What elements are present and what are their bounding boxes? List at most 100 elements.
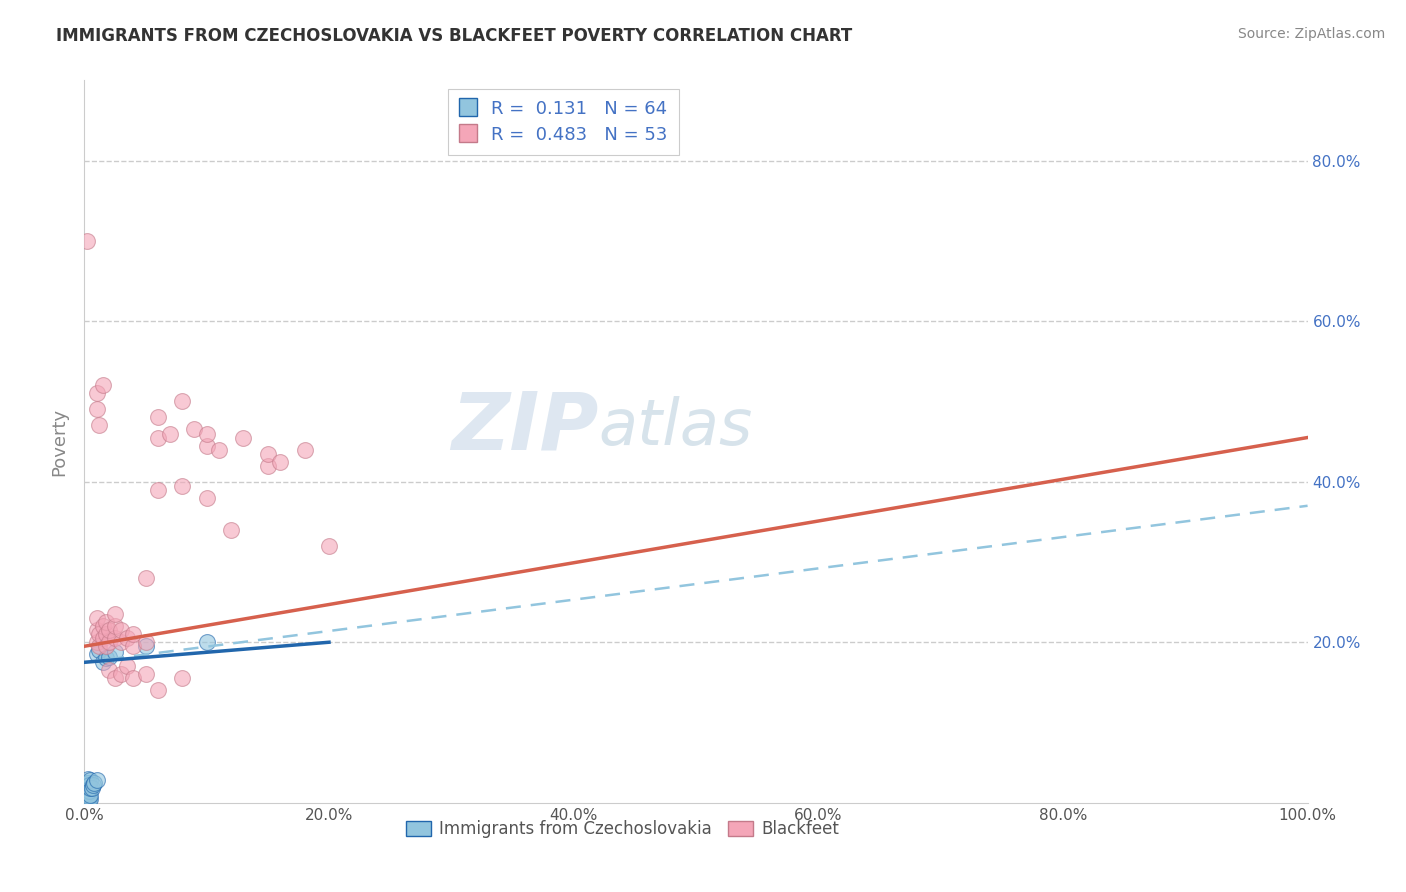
Point (208, 442, 231, 457)
Point (75, 793, 97, 807)
Point (97, 664, 120, 678)
Point (122, 639, 145, 653)
Point (294, 442, 316, 457)
Point (77, 789, 100, 804)
Point (76, 795, 98, 809)
Point (77, 778, 100, 792)
Point (76, 792, 98, 806)
Point (75, 796, 97, 810)
Point (79, 773, 101, 788)
Point (75, 788, 97, 802)
Point (135, 667, 157, 681)
Point (135, 635, 157, 649)
Point (91, 619, 114, 633)
Point (75, 785, 97, 799)
Y-axis label: Poverty: Poverty (51, 408, 69, 475)
Point (97, 623, 120, 637)
Point (76, 793, 98, 807)
Point (75, 795, 97, 809)
Point (77, 772, 100, 786)
Point (104, 632, 127, 646)
Point (76, 796, 98, 810)
Point (91, 378, 114, 392)
Point (86, 773, 108, 788)
Point (76, 788, 98, 802)
Point (86, 402, 108, 417)
Point (76, 780, 98, 794)
Point (104, 645, 127, 659)
Point (75, 793, 97, 807)
Point (122, 627, 145, 641)
Text: atlas: atlas (598, 396, 752, 458)
Point (82, 778, 104, 792)
Point (75, 790, 97, 805)
Point (86, 611, 108, 625)
Point (195, 491, 218, 505)
Point (80, 781, 103, 796)
Point (91, 655, 114, 669)
Point (77, 789, 100, 804)
Point (75, 784, 97, 798)
Point (86, 635, 108, 649)
Point (79, 792, 101, 806)
Point (76, 791, 98, 805)
Point (146, 483, 169, 497)
Point (96, 651, 118, 665)
Point (75, 789, 97, 803)
Point (195, 635, 218, 649)
Point (79, 788, 101, 802)
Point (75, 791, 97, 805)
Text: IMMIGRANTS FROM CZECHOSLOVAKIA VS BLACKFEET POVERTY CORRELATION CHART: IMMIGRANTS FROM CZECHOSLOVAKIA VS BLACKF… (56, 27, 852, 45)
Point (79, 781, 101, 796)
Point (77, 780, 100, 794)
Point (77, 794, 100, 808)
Point (76, 789, 98, 804)
Point (87, 418, 110, 433)
Point (146, 430, 169, 444)
Point (146, 683, 169, 698)
Point (195, 438, 218, 452)
Point (77, 792, 100, 806)
Point (75, 794, 97, 808)
Point (75, 795, 97, 809)
Point (257, 446, 280, 460)
Point (86, 386, 108, 401)
Point (172, 478, 194, 492)
Point (232, 430, 254, 444)
Point (75, 792, 97, 806)
Point (172, 671, 194, 685)
Point (76, 792, 98, 806)
Point (75, 796, 97, 810)
Point (110, 635, 132, 649)
Point (76, 790, 98, 805)
Point (75, 792, 97, 806)
Point (76, 784, 98, 798)
Point (318, 539, 340, 553)
Point (104, 671, 127, 685)
Point (135, 571, 157, 585)
Point (76, 778, 98, 792)
Point (104, 607, 127, 621)
Point (115, 632, 138, 646)
Point (87, 627, 110, 641)
Point (75, 784, 97, 798)
Point (77, 784, 100, 798)
Point (75, 789, 97, 804)
Legend: Immigrants from Czechoslovakia, Blackfeet: Immigrants from Czechoslovakia, Blackfee… (399, 814, 846, 845)
Point (87, 639, 110, 653)
Point (86, 623, 108, 637)
Point (172, 394, 194, 409)
Text: ZIP: ZIP (451, 388, 598, 467)
Point (91, 632, 114, 646)
Point (110, 667, 132, 681)
Point (104, 619, 127, 633)
Point (96, 615, 118, 630)
Point (269, 454, 291, 469)
Point (86, 648, 108, 662)
Point (219, 523, 242, 537)
Point (76, 234, 98, 248)
Point (75, 787, 97, 801)
Point (195, 426, 218, 441)
Point (77, 776, 100, 790)
Point (75, 786, 97, 800)
